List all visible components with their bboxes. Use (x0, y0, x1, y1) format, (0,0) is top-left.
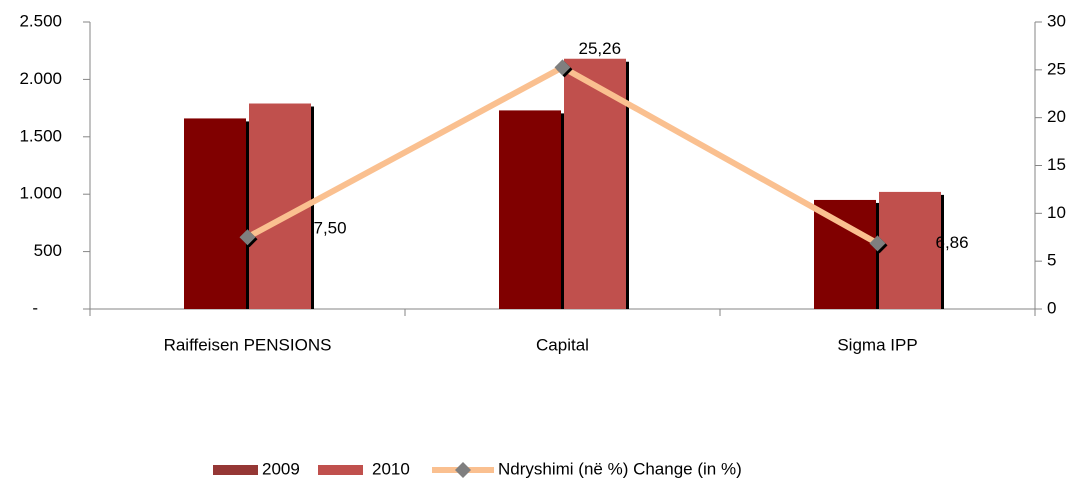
y-tick-label: 2.500 (19, 11, 62, 30)
data-label: 25,26 (579, 39, 622, 58)
x-tick-label: Raiffeisen PENSIONS (164, 335, 332, 354)
legend-label: 2010 (372, 459, 410, 478)
y2-tick-label: 20 (1047, 107, 1066, 126)
legend-marker (455, 462, 471, 478)
x-tick-label: Sigma IPP (837, 335, 917, 354)
marker (554, 59, 571, 76)
data-label: 7,50 (314, 219, 347, 238)
y-tick-label: 500 (34, 241, 62, 260)
y2-tick-label: 10 (1047, 203, 1066, 222)
legend-swatch (318, 465, 363, 475)
y2-tick-label: 0 (1047, 298, 1056, 317)
y-tick-label: 1.500 (19, 126, 62, 145)
bar (184, 118, 246, 309)
y2-tick-label: 5 (1047, 251, 1056, 270)
bar (879, 191, 941, 309)
y-tick-label: - (32, 298, 38, 317)
bar (814, 199, 876, 309)
y2-tick-label: 25 (1047, 59, 1066, 78)
legend-label: Ndryshimi (në %) Change (in %) (498, 459, 742, 478)
x-tick-label: Capital (536, 335, 589, 354)
y-tick-label: 1.000 (19, 184, 62, 203)
y2-tick-label: 15 (1047, 155, 1066, 174)
marker (869, 235, 886, 252)
y-tick-label: 2.000 (19, 69, 62, 88)
bar (499, 110, 561, 310)
data-label: 6,86 (936, 233, 969, 252)
marker (239, 229, 256, 246)
y2-tick-label: 30 (1047, 11, 1066, 30)
legend-label: 2009 (262, 459, 300, 478)
legend-swatch (213, 465, 258, 475)
